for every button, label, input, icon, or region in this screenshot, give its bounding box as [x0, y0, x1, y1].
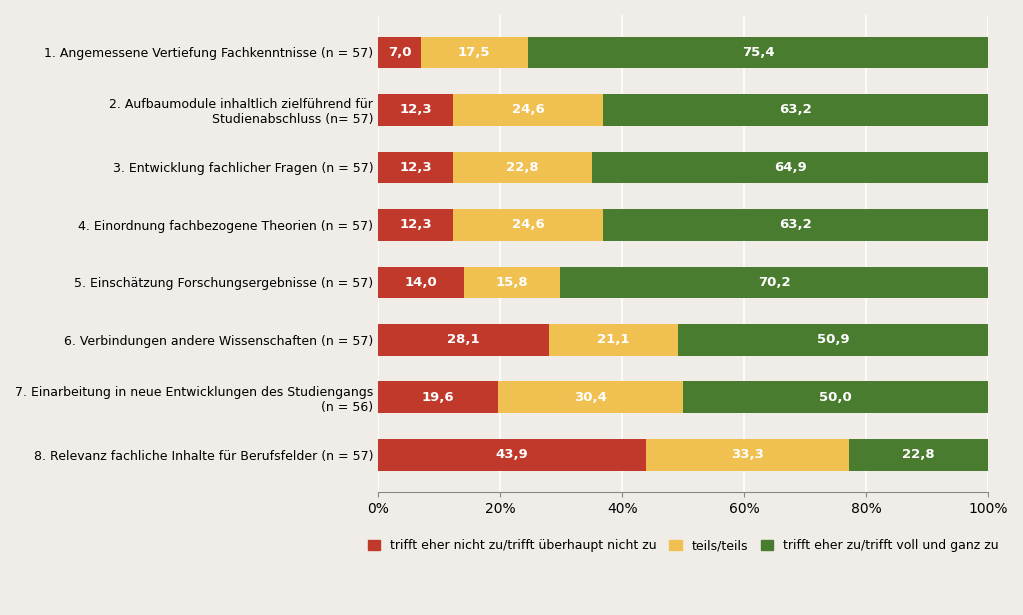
Bar	[379, 439, 646, 470]
Text: 50,9: 50,9	[816, 333, 849, 346]
Text: 28,1: 28,1	[447, 333, 480, 346]
Text: 22,8: 22,8	[506, 161, 539, 174]
Text: 24,6: 24,6	[512, 103, 544, 116]
Text: 43,9: 43,9	[496, 448, 529, 461]
Bar	[379, 381, 498, 413]
Bar	[379, 94, 453, 125]
Bar	[549, 324, 678, 355]
Text: 33,3: 33,3	[731, 448, 764, 461]
Text: 15,8: 15,8	[495, 276, 528, 289]
Bar	[678, 324, 988, 355]
Text: 12,3: 12,3	[399, 161, 432, 174]
Bar	[420, 36, 528, 68]
Text: 14,0: 14,0	[404, 276, 437, 289]
Bar	[453, 209, 603, 240]
Text: 50,0: 50,0	[819, 391, 852, 404]
Bar	[379, 209, 453, 240]
Bar	[379, 266, 463, 298]
Text: 19,6: 19,6	[421, 391, 454, 404]
Text: 21,1: 21,1	[597, 333, 630, 346]
Bar	[603, 209, 988, 240]
Bar	[592, 151, 988, 183]
Text: 70,2: 70,2	[758, 276, 791, 289]
Bar	[849, 439, 988, 470]
Text: 24,6: 24,6	[512, 218, 544, 231]
Text: 22,8: 22,8	[902, 448, 935, 461]
Text: 7,0: 7,0	[388, 46, 411, 59]
Text: 30,4: 30,4	[574, 391, 607, 404]
Bar	[560, 266, 988, 298]
Bar	[379, 151, 453, 183]
Text: 64,9: 64,9	[773, 161, 806, 174]
Bar	[683, 381, 988, 413]
Bar	[379, 324, 549, 355]
Text: 12,3: 12,3	[399, 218, 432, 231]
Bar	[453, 151, 592, 183]
Text: 63,2: 63,2	[780, 103, 812, 116]
Legend: trifft eher nicht zu/trifft überhaupt nicht zu, teils/teils, trifft eher zu/trif: trifft eher nicht zu/trifft überhaupt ni…	[362, 534, 1004, 557]
Bar	[453, 94, 603, 125]
Text: 17,5: 17,5	[458, 46, 491, 59]
Text: 12,3: 12,3	[399, 103, 432, 116]
Bar	[379, 36, 420, 68]
Bar	[603, 94, 988, 125]
Bar	[463, 266, 560, 298]
Text: 75,4: 75,4	[742, 46, 774, 59]
Bar	[498, 381, 683, 413]
Bar	[646, 439, 849, 470]
Text: 63,2: 63,2	[780, 218, 812, 231]
Bar	[528, 36, 988, 68]
